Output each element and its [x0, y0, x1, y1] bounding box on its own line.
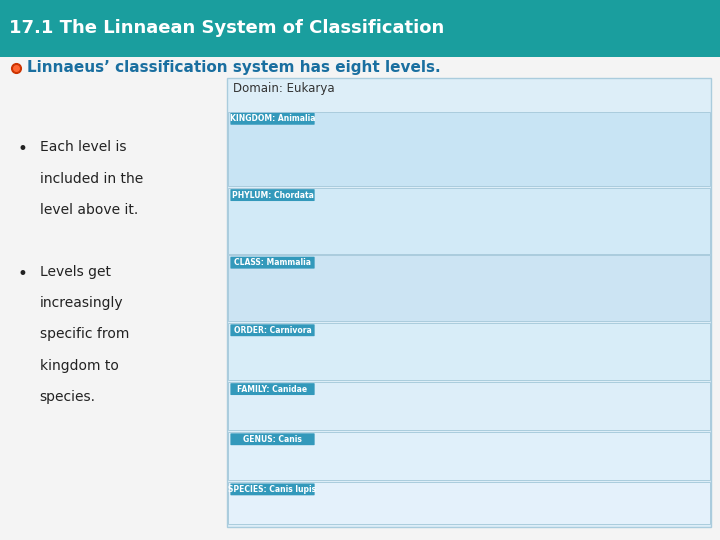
FancyBboxPatch shape [230, 113, 315, 125]
Text: included in the: included in the [40, 172, 143, 186]
FancyBboxPatch shape [228, 188, 710, 254]
Text: CLASS: Mammalia: CLASS: Mammalia [234, 258, 311, 267]
Text: specific from: specific from [40, 327, 129, 341]
Text: 17.1 The Linnaean System of Classification: 17.1 The Linnaean System of Classificati… [9, 19, 444, 37]
Text: KINGDOM: Animalia: KINGDOM: Animalia [230, 114, 315, 123]
Text: PHYLUM: Chordata: PHYLUM: Chordata [232, 191, 313, 200]
Text: •: • [18, 265, 28, 282]
Text: Linnaeus’ classification system has eight levels.: Linnaeus’ classification system has eigh… [27, 60, 441, 75]
FancyBboxPatch shape [230, 256, 315, 268]
FancyBboxPatch shape [227, 78, 711, 526]
FancyBboxPatch shape [228, 432, 710, 481]
Text: Levels get: Levels get [40, 265, 111, 279]
Text: GENUS: Canis: GENUS: Canis [243, 435, 302, 444]
Text: level above it.: level above it. [40, 203, 138, 217]
Text: increasingly: increasingly [40, 296, 123, 310]
Text: ORDER: Carnivora: ORDER: Carnivora [234, 326, 311, 335]
Text: •: • [18, 140, 28, 158]
FancyBboxPatch shape [230, 325, 315, 336]
FancyBboxPatch shape [230, 383, 315, 395]
FancyBboxPatch shape [230, 433, 315, 445]
Text: FAMILY: Canidae: FAMILY: Canidae [238, 384, 307, 394]
FancyBboxPatch shape [228, 482, 710, 524]
Text: species.: species. [40, 390, 96, 404]
FancyBboxPatch shape [230, 483, 315, 495]
FancyBboxPatch shape [228, 323, 710, 380]
Text: SPECIES: Canis lupis: SPECIES: Canis lupis [228, 485, 317, 494]
Text: Domain: Eukarya: Domain: Eukarya [233, 82, 334, 94]
FancyBboxPatch shape [228, 382, 710, 430]
FancyBboxPatch shape [228, 112, 710, 186]
FancyBboxPatch shape [0, 0, 720, 57]
Text: kingdom to: kingdom to [40, 359, 119, 373]
FancyBboxPatch shape [230, 189, 315, 201]
Text: Each level is: Each level is [40, 140, 126, 154]
FancyBboxPatch shape [228, 255, 710, 321]
